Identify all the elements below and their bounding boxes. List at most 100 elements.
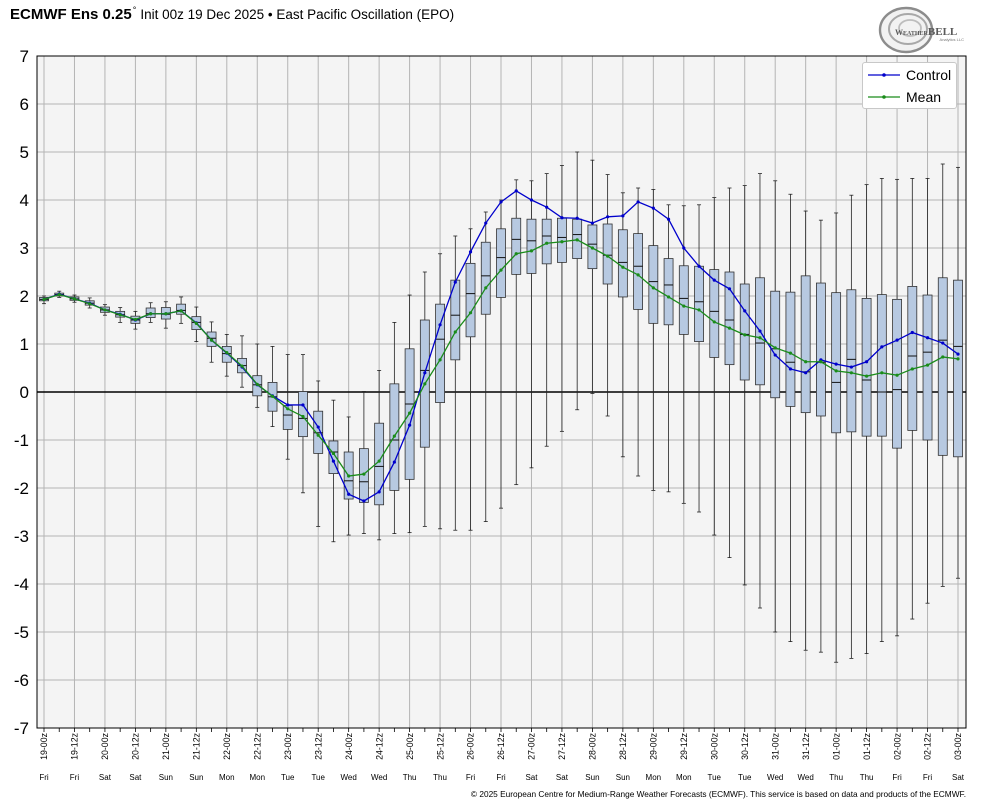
ensemble-box-plot xyxy=(785,193,796,642)
x-tick-day: Mon xyxy=(676,773,692,782)
logo-wordmark: WeatherBELL xyxy=(895,26,957,38)
mean-point xyxy=(651,286,655,290)
control-point xyxy=(956,352,960,356)
mean-point xyxy=(560,240,564,244)
control-point xyxy=(880,345,884,349)
y-tick-label: -3 xyxy=(14,527,29,546)
legend-label-mean: Mean xyxy=(906,89,942,105)
mean-point xyxy=(392,434,396,438)
x-tick-label: 01-12z xyxy=(862,733,872,760)
x-tick-day: Thu xyxy=(403,773,417,782)
interquartile-box xyxy=(465,262,476,338)
control-point xyxy=(529,198,534,202)
mean-point xyxy=(834,369,838,373)
control-point xyxy=(575,216,579,220)
control-point xyxy=(545,205,549,209)
mean-point xyxy=(514,252,518,256)
x-tick-label: 28-00z xyxy=(588,733,598,760)
ensemble-box-plot xyxy=(922,177,933,604)
x-tick-label: 27-00z xyxy=(527,733,537,760)
mean-point xyxy=(910,367,914,371)
y-tick-label: 3 xyxy=(20,239,29,258)
mean-point xyxy=(895,373,899,377)
interquartile-box xyxy=(770,290,781,399)
mean-point xyxy=(118,313,122,317)
interquartile-box xyxy=(739,283,750,381)
x-tick-label: 19-00z xyxy=(39,733,49,760)
interquartile-box xyxy=(328,440,339,474)
control-point xyxy=(560,216,564,220)
interquartile-box xyxy=(541,218,552,265)
x-tick-day: Thu xyxy=(860,773,874,782)
control-point xyxy=(316,425,320,429)
mean-point xyxy=(42,297,46,301)
control-point xyxy=(712,278,716,282)
x-tick-label: 30-12z xyxy=(740,733,750,760)
mean-point xyxy=(941,355,945,359)
interquartile-box xyxy=(450,279,461,361)
axes: 7 6 5 4 3 2 1 0 -1 -2 -3 -4 -5 -6 -7 19-00z Fri 19-12z Fri… xyxy=(14,47,965,782)
ensemble-box-plot xyxy=(480,211,491,522)
mean-point xyxy=(408,411,412,415)
ensemble-box-plot xyxy=(450,235,461,531)
x-tick-label: 01-00z xyxy=(831,733,841,760)
interquartile-box xyxy=(846,289,857,433)
interquartile-box xyxy=(907,285,918,431)
mean-point xyxy=(484,286,488,290)
interquartile-box xyxy=(633,233,643,310)
x-tick-day: Wed xyxy=(371,773,387,782)
interquartile-box xyxy=(800,275,811,414)
x-tick-day: Sun xyxy=(616,773,630,782)
x-tick-day: Sat xyxy=(99,773,112,782)
control-point xyxy=(286,403,290,407)
control-point xyxy=(438,323,442,327)
interquartile-box xyxy=(785,291,796,407)
mean-point xyxy=(712,320,716,324)
ensemble-box-plot xyxy=(709,197,720,536)
x-tick-label: 30-00z xyxy=(709,733,719,760)
x-tick-label: 21-12z xyxy=(192,733,202,760)
x-tick-label: 22-00z xyxy=(222,733,232,760)
y-tick-label: -6 xyxy=(14,671,29,690)
control-point xyxy=(895,338,899,342)
ensemble-box-plot xyxy=(861,184,872,654)
y-tick-label: -1 xyxy=(14,431,29,450)
control-point xyxy=(362,499,366,503)
mean-point xyxy=(225,351,229,355)
control-point xyxy=(865,360,869,364)
y-tick-label: 6 xyxy=(20,95,29,114)
mean-point xyxy=(316,433,320,437)
mean-point xyxy=(804,360,808,364)
mean-point xyxy=(590,246,595,250)
x-tick-day: Fri xyxy=(496,773,506,782)
control-point xyxy=(773,353,777,357)
control-point xyxy=(636,200,640,204)
logo-word-weather: Weather xyxy=(895,28,929,37)
mean-point xyxy=(362,472,366,476)
interquartile-box xyxy=(861,297,872,437)
legend-marker-mean xyxy=(882,95,886,99)
series-lines xyxy=(42,189,960,503)
mean-point xyxy=(682,304,686,308)
control-point xyxy=(514,189,518,193)
x-tick-day: Fri xyxy=(70,773,80,782)
control-point xyxy=(651,206,655,210)
control-point xyxy=(590,221,595,225)
x-tick-label: 31-00z xyxy=(770,733,780,760)
ensemble-box-plot xyxy=(435,253,445,530)
ensemble-box-plot xyxy=(496,199,506,509)
x-tick-day: Tue xyxy=(281,773,295,782)
y-tick-label: -5 xyxy=(14,623,29,642)
mean-point xyxy=(209,338,214,342)
x-tick-label: 24-12z xyxy=(374,733,384,760)
control-point xyxy=(301,403,305,407)
mean-point xyxy=(697,308,701,312)
control-point xyxy=(423,371,427,375)
mean-point xyxy=(88,302,92,306)
mean-point xyxy=(636,273,640,277)
ensemble-box-plot xyxy=(937,163,948,587)
x-tick-day: Sat xyxy=(952,773,965,782)
legend-label-control: Control xyxy=(906,67,952,83)
